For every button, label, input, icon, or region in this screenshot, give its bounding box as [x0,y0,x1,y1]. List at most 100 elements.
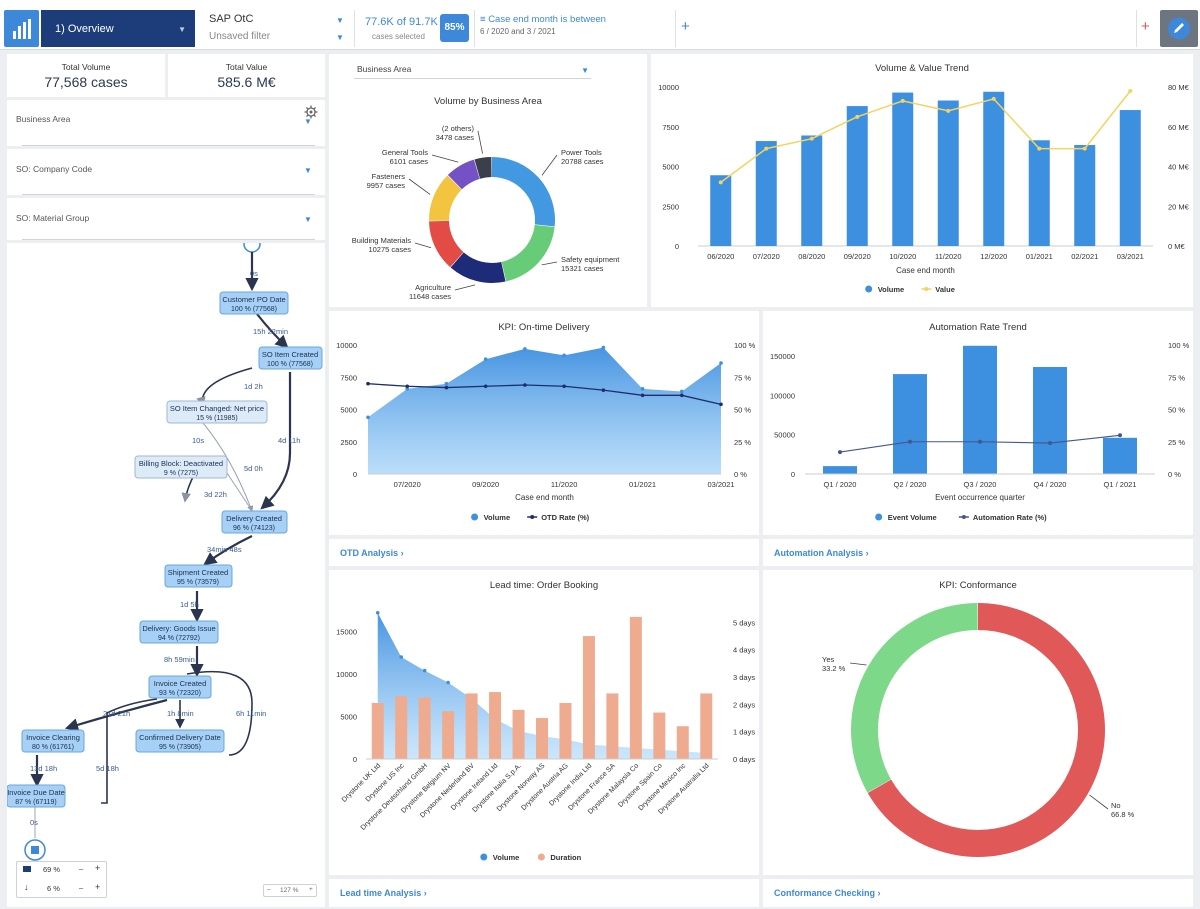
duration-bar [536,718,548,759]
automation-analysis-link[interactable]: Automation Analysis › [774,548,869,558]
connections-percent: 6 % [47,884,60,893]
process-node[interactable]: Confirmed Delivery Date 95 % (73905) [135,729,225,753]
volume-area [377,612,707,759]
analysis-selector[interactable]: 1) Overview ▼ [41,10,195,47]
y-tick-label: 100000 [770,391,795,400]
x-tick-label: Q2 / 2020 [894,480,927,489]
conformance-value-label: 66.8 % [1111,810,1135,819]
add-sheet-button[interactable]: + [1141,18,1150,35]
x-tick-label: Q4 / 2020 [1034,480,1067,489]
donut-value-label: 15321 cases [561,264,604,273]
legend-label: Duration [550,853,581,862]
minus-button[interactable]: – [79,883,84,892]
volume-point [444,381,449,386]
otd-rate-point [483,384,488,389]
event-volume-bar [823,466,857,474]
value-point [1082,146,1087,151]
donut-category-label: Power Tools [561,148,602,157]
volume-point [523,347,527,351]
zoom-out-button[interactable]: – [267,886,271,893]
duration-bar [582,636,595,759]
activities-percent: 69 % [43,865,61,874]
y2-tick-label: 50 % [1168,406,1185,415]
process-node[interactable]: SO Item Created 100 % (77568) [258,346,323,370]
process-node[interactable]: SO Item Changed: Net price 15 % (11985) [166,400,268,424]
y2-tick-label: 100 % [1168,341,1190,350]
y-tick-label: 7500 [662,123,679,132]
volume-bar [1074,145,1096,246]
process-node[interactable]: Customer PO Date 100 % (77568) [219,291,289,315]
process-node[interactable]: Delivery: Goods Issue 94 % (72792) [139,620,219,644]
process-node-stat: 95 % (73579) [177,579,219,586]
app-logo-icon[interactable] [4,10,39,47]
donut-slice [492,157,555,227]
y2-tick-label: 0 % [734,470,747,479]
donut-category-label: Fasteners [372,172,406,181]
process-node[interactable]: Invoice Due Date 87 % (67119) [6,784,66,808]
process-node-stat: 80 % (61761) [32,744,74,751]
volume-point [640,387,645,391]
zoom-in-button[interactable]: + [309,886,313,893]
process-start-icon[interactable] [243,235,261,253]
edit-button[interactable] [1160,10,1198,47]
total-value-card: Total Value 585.6 M€ [168,54,325,97]
business-area-filter[interactable]: Business Area ▼ [7,100,325,146]
divider [675,10,676,47]
lead-time-panel: Lead time: Order Booking 0 5000 10000 15000… [329,570,759,875]
x-tick-label: 08/2020 [798,252,825,261]
legend-marker [537,853,545,861]
y-tick-label: 10000 [336,670,357,679]
automation-analysis-link-bar: Automation Analysis › [763,539,1193,566]
business-area-dropdown[interactable]: Business Area ▼ [357,64,589,76]
chevron-down-icon[interactable]: ▼ [304,117,312,126]
duration-bar [418,697,431,759]
x-tick-label: 07/2020 [394,480,421,489]
process-node[interactable]: Billing Block: Deactivated 9 % (7275) [134,455,228,479]
plus-button[interactable]: + [95,863,101,873]
conformance-checking-link[interactable]: Conformance Checking › [774,888,881,898]
process-node[interactable]: Shipment Created 95 % (73579) [164,564,233,588]
chevron-down-icon[interactable]: ▼ [304,215,312,224]
y2-tick-label: 75 % [734,373,751,382]
y2-tick-label: 75 % [1168,373,1185,382]
volume-point [562,353,566,358]
plus-button[interactable]: + [95,882,101,892]
edge-label: 5d 0h [244,464,263,473]
gear-icon[interactable] [304,105,318,119]
company-code-filter[interactable]: SO: Company Code ▼ [7,149,325,195]
volume-bar [755,141,777,246]
chevron-down-icon[interactable]: ▼ [304,166,312,175]
duration-bar [606,693,619,759]
process-node[interactable]: Delivery Created 96 % (74123) [221,510,288,534]
otd-analysis-link[interactable]: OTD Analysis › [340,548,404,558]
value-point [764,146,769,151]
chevron-down-icon[interactable]: ▼ [336,33,344,42]
minus-button[interactable]: – [79,864,84,873]
process-node[interactable]: Invoice Clearing 80 % (61761) [21,729,85,753]
connections-icon: ↓ [24,882,29,892]
legend-label: Event Volume [888,513,937,522]
donut-value-label: 10275 cases [368,245,411,254]
duration-bar [489,692,502,759]
process-node-name: Invoice Due Date [7,788,65,797]
process-node[interactable]: Invoice Created 93 % (72320) [148,675,212,699]
donut-leader-line [408,178,431,195]
chevron-down-icon[interactable]: ▼ [336,16,344,25]
filter-chip[interactable]: ≡ Case end month is between [480,14,606,25]
process-node-name: SO Item Created [262,350,318,359]
otd-rate-point [719,402,723,407]
material-group-filter[interactable]: SO: Material Group ▼ [7,198,325,240]
y2-tick-label: 4 days [733,646,755,655]
process-graph: Customer PO Date 100 % (77568) SO Item C… [6,235,323,861]
otd-rate-point [601,388,606,392]
lead-time-analysis-link[interactable]: Lead time Analysis › [340,888,427,898]
conformance-leader-line [849,662,867,666]
x-tick-label: Q3 / 2020 [964,480,997,489]
otd-rate-point [679,393,684,398]
y-tick-label: 10000 [658,83,679,92]
datamodel-name[interactable]: SAP OtC [209,13,254,25]
volume-point [679,389,684,394]
cases-selected: 77.6K of 91.7K [365,16,438,28]
add-filter-button[interactable]: + [681,18,690,35]
